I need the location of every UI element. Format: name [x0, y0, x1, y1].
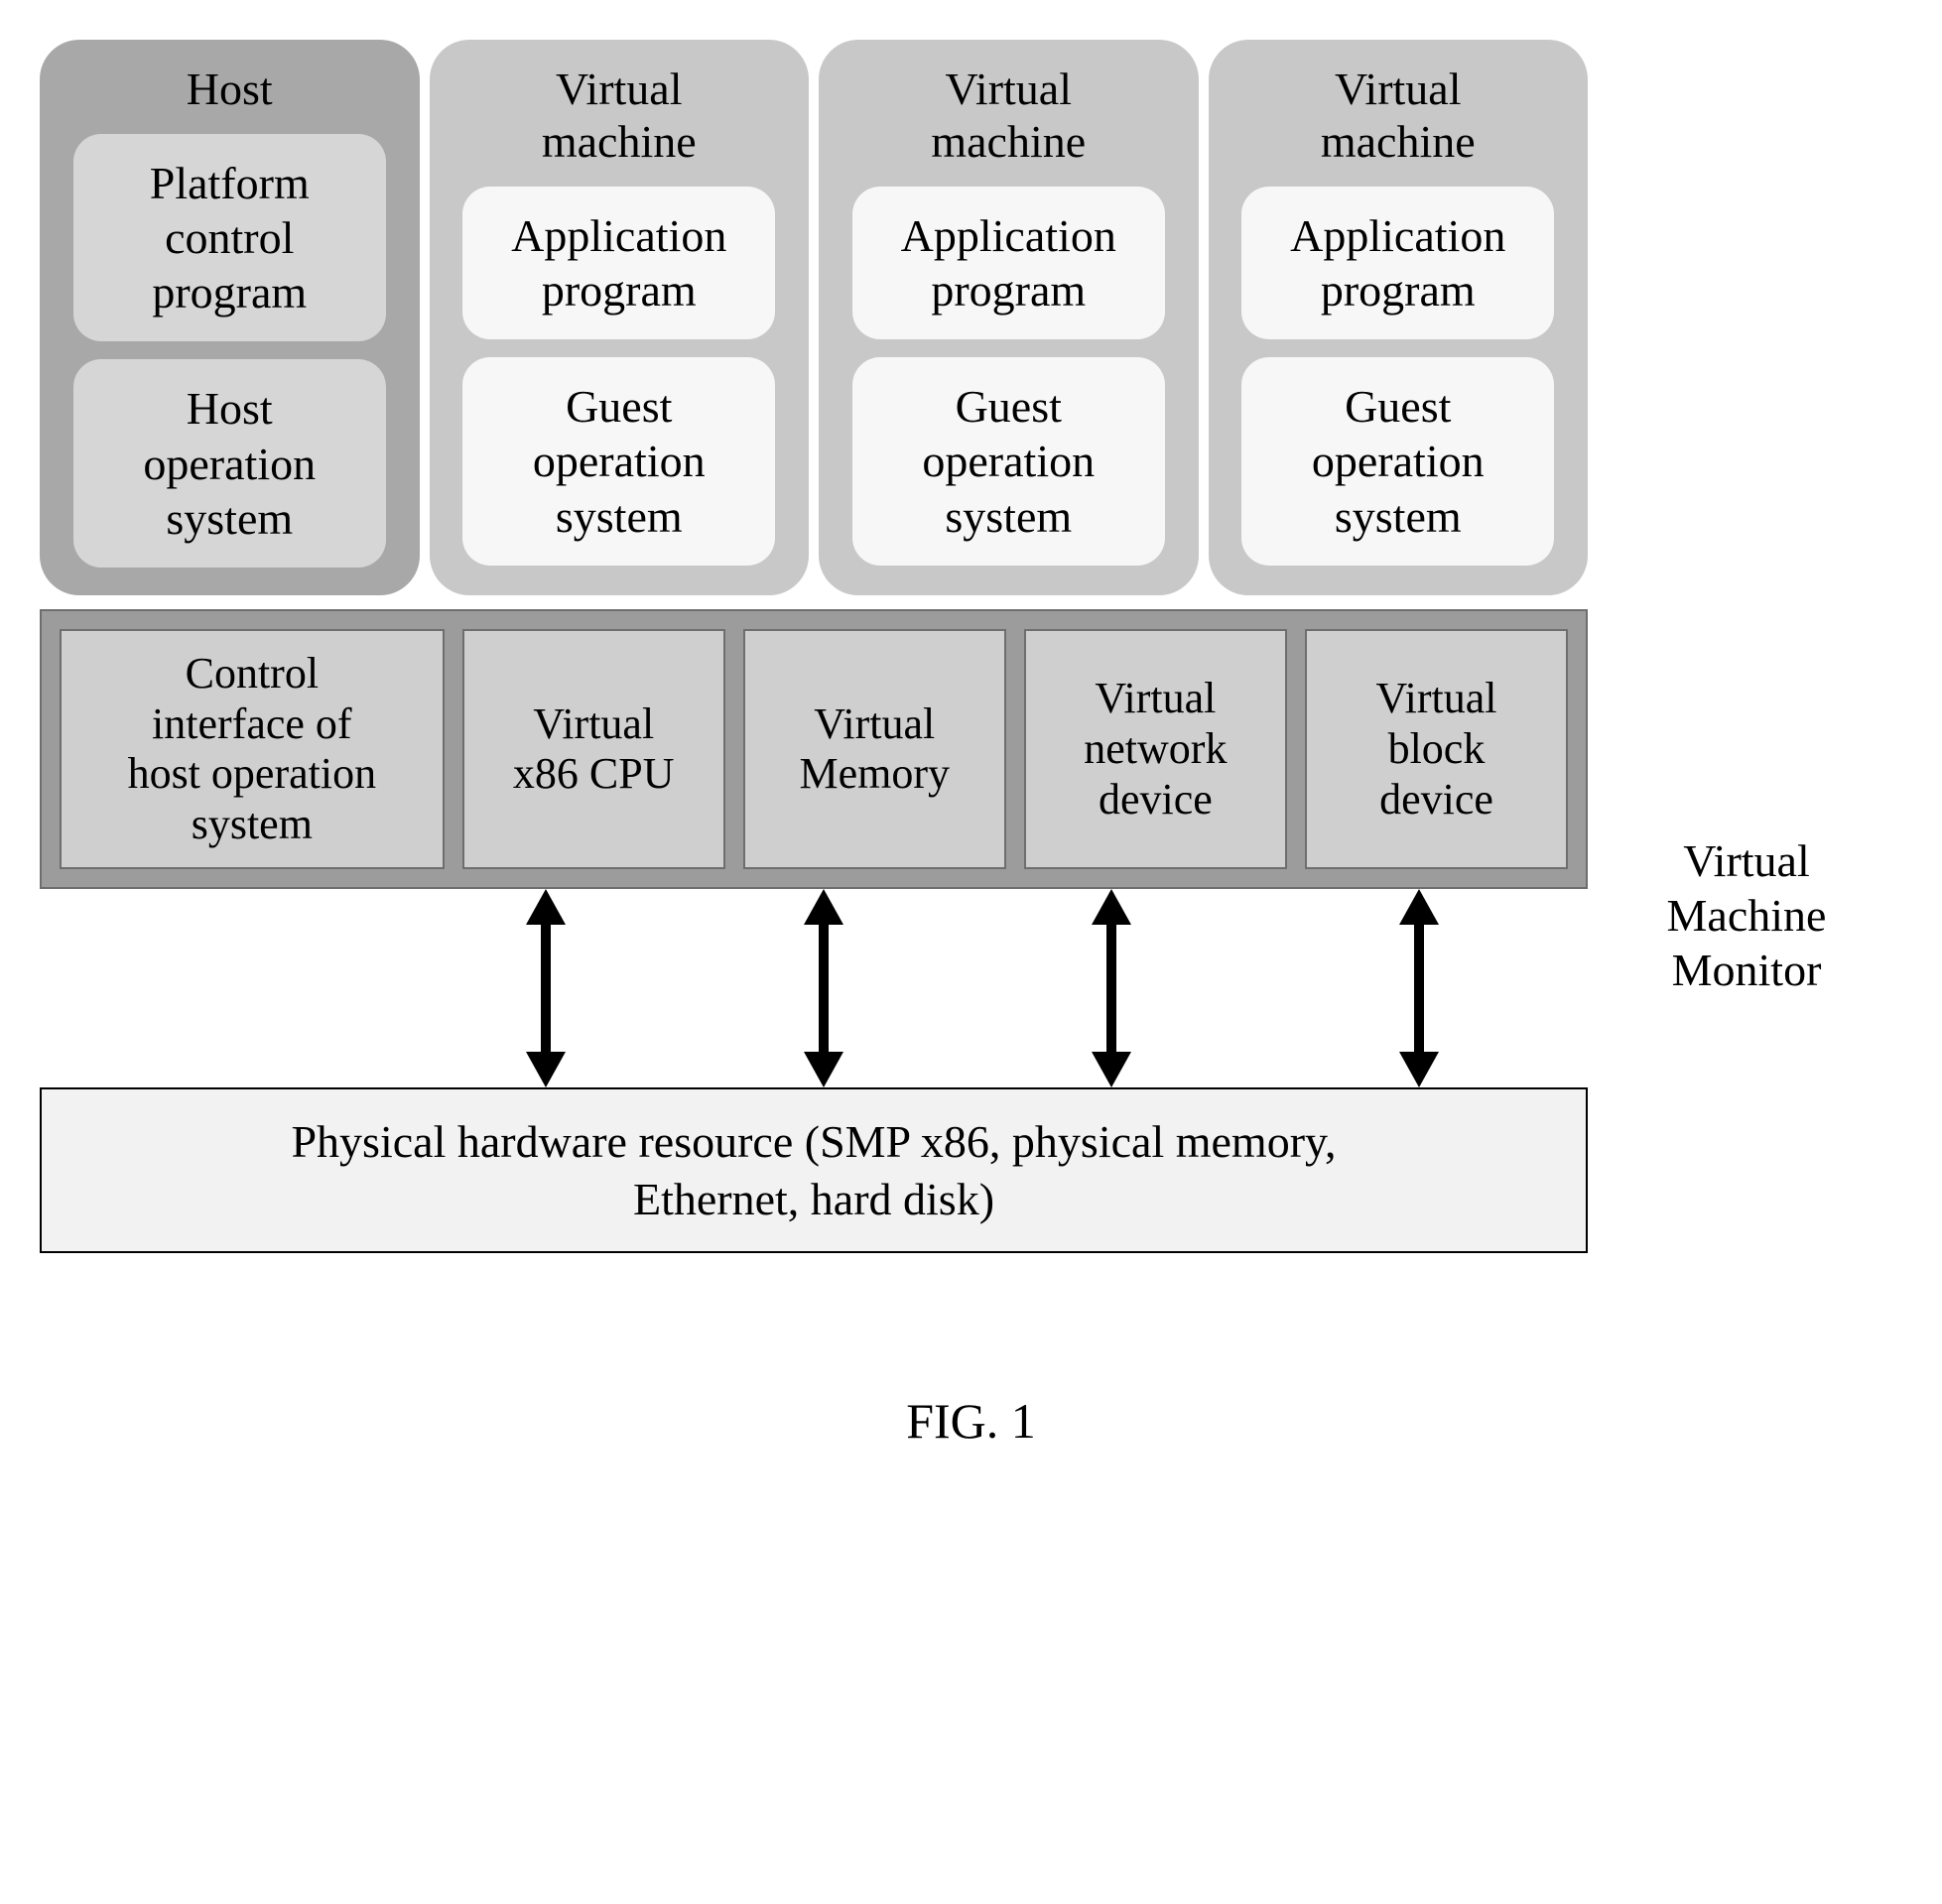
figure-caption: FIG. 1 [40, 1392, 1902, 1450]
vm-box-app-2: Applicationprogram [852, 187, 1165, 339]
vm-box-app-3: Applicationprogram [1241, 187, 1554, 339]
vmm-cell-control-interface: Controlinterface ofhost operationsystem [60, 629, 445, 869]
diagram-root: Host Platformcontrolprogram Hostoperatio… [40, 40, 1902, 1450]
vmm-cell-virtual-block: Virtualblockdevice [1305, 629, 1568, 869]
double-arrow-1 [526, 889, 566, 1087]
vmm-cell-virtual-memory: VirtualMemory [743, 629, 1006, 869]
vm-box-app-1: Applicationprogram [462, 187, 775, 339]
hardware-box: Physical hardware resource (SMP x86, phy… [40, 1087, 1588, 1253]
vm-column-1: Virtualmachine Applicationprogram Guesto… [430, 40, 810, 595]
vm-column-3: Virtualmachine Applicationprogram Guesto… [1209, 40, 1589, 595]
double-arrow-3 [1092, 889, 1131, 1087]
vm-column-2: Virtualmachine Applicationprogram Guesto… [819, 40, 1199, 595]
vmm-side-label: VirtualMachineMonitor [1618, 833, 1876, 998]
host-box-host-os: Hostoperationsystem [73, 359, 386, 568]
vm-box-guest-os-1: Guestoperationsystem [462, 357, 775, 566]
host-title: Host [187, 63, 273, 116]
vm-title-1: Virtualmachine [542, 63, 697, 169]
vm-title-2: Virtualmachine [931, 63, 1086, 169]
main-area: Host Platformcontrolprogram Hostoperatio… [40, 40, 1902, 1253]
double-arrow-4 [1399, 889, 1439, 1087]
host-box-platform-control: Platformcontrolprogram [73, 134, 386, 342]
top-row: Host Platformcontrolprogram Hostoperatio… [40, 40, 1588, 595]
vm-box-guest-os-2: Guestoperationsystem [852, 357, 1165, 566]
vm-title-3: Virtualmachine [1321, 63, 1476, 169]
vmm-bar: Controlinterface ofhost operationsystem … [40, 609, 1588, 889]
host-column: Host Platformcontrolprogram Hostoperatio… [40, 40, 420, 595]
double-arrow-2 [804, 889, 843, 1087]
vm-box-guest-os-3: Guestoperationsystem [1241, 357, 1554, 566]
vmm-cell-virtual-network: Virtualnetworkdevice [1024, 629, 1287, 869]
vmm-cell-virtual-cpu: Virtualx86 CPU [462, 629, 725, 869]
left-stack: Host Platformcontrolprogram Hostoperatio… [40, 40, 1588, 1253]
arrow-row [40, 889, 1588, 1087]
